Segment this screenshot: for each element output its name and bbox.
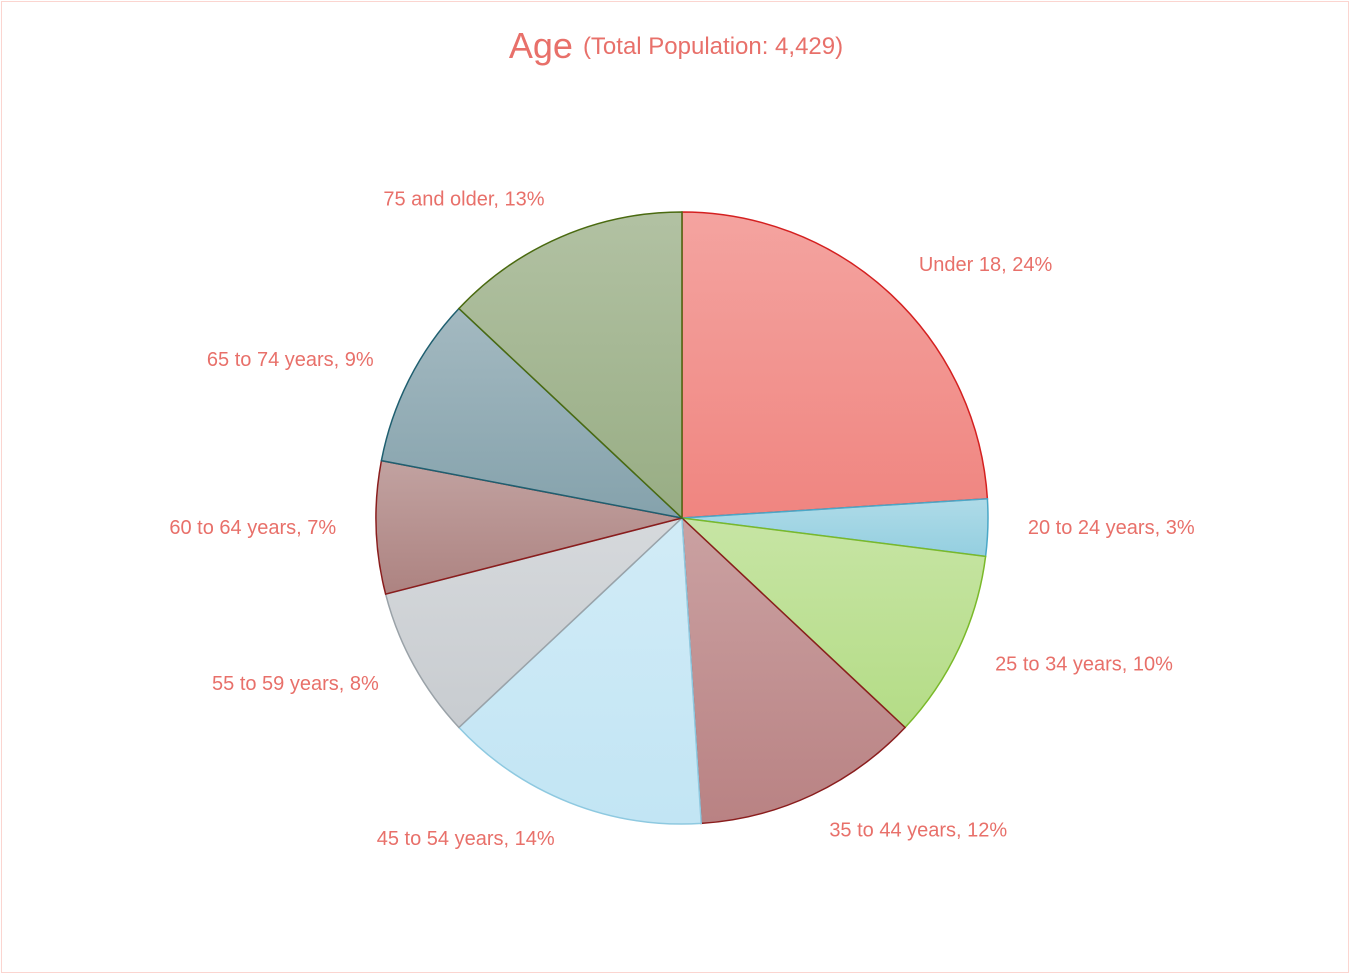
pie-slice <box>375 459 683 596</box>
slice-label: 55 to 59 years, 8% <box>212 673 379 695</box>
slice-label: 65 to 74 years, 9% <box>207 349 374 371</box>
slice-label: 20 to 24 years, 3% <box>1028 517 1195 539</box>
slice-label: 60 to 64 years, 7% <box>169 517 336 539</box>
chart-heading: Age (Total Population: 4,429) <box>509 25 843 66</box>
pie-slice <box>384 517 683 729</box>
pie-slice <box>679 516 987 729</box>
slice-label: 25 to 34 years, 10% <box>995 654 1173 676</box>
pie-slice <box>457 516 703 825</box>
slice-label: Under 18, 24% <box>919 254 1053 276</box>
pie-slice <box>457 211 683 520</box>
pie-slice <box>681 516 907 825</box>
pie-slice <box>681 211 989 519</box>
chart-title: Age <box>509 25 573 66</box>
slice-label: 35 to 44 years, 12% <box>829 819 1007 841</box>
pie-slice <box>380 307 685 520</box>
slice-label: 45 to 54 years, 14% <box>377 828 555 850</box>
chart-subtitle: (Total Population: 4,429) <box>583 33 843 60</box>
slice-label: 75 and older, 13% <box>383 189 544 211</box>
